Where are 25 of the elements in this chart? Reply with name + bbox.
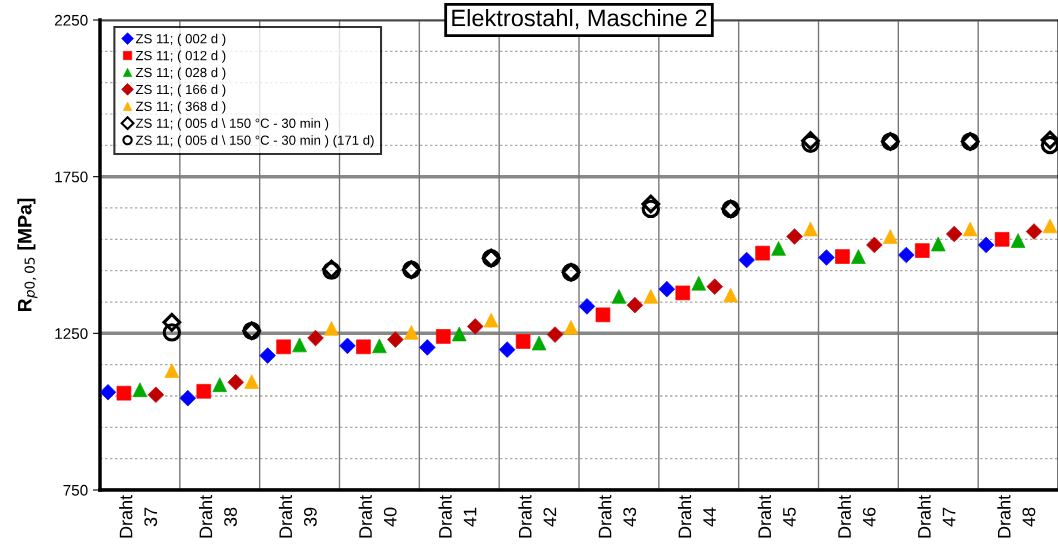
x-tick-label: Draht 37 <box>119 494 158 538</box>
x-tick-label: Draht 42 <box>518 494 557 538</box>
y-tick-label: 1250 <box>55 328 88 340</box>
x-tick-label: Draht 43 <box>598 494 637 538</box>
x-tick-label: Draht 45 <box>757 494 796 538</box>
legend-label: ZS 11; ( 368 d ) <box>135 101 226 114</box>
legend-label: ZS 11; ( 005 d \ 150 °C - 30 min ) (171 d) <box>135 135 374 148</box>
y-axis-title: R$_{p0,05}$ [MPa] <box>17 198 38 312</box>
legend-label: ZS 11; ( 002 d ) <box>135 33 226 46</box>
x-tick-label: Draht 39 <box>278 494 317 538</box>
x-tick-label: Draht 41 <box>438 494 477 538</box>
x-tick-label: Draht 38 <box>198 494 237 538</box>
legend-label: ZS 11; ( 028 d ) <box>135 67 226 80</box>
y-tick-label: 1750 <box>55 171 88 183</box>
x-tick-label: Draht 47 <box>917 494 956 538</box>
x-tick-label: Draht 46 <box>837 494 876 538</box>
y-tick-label: 750 <box>63 484 88 496</box>
x-tick-label: Draht 40 <box>358 494 397 538</box>
legend-label: ZS 11; ( 005 d \ 150 °C - 30 min ) <box>135 118 329 131</box>
chart-title: Elektrostahl, Maschine 2 <box>452 9 707 30</box>
legend-label: ZS 11; ( 012 d ) <box>135 50 226 63</box>
x-tick-label: Draht 44 <box>677 494 716 538</box>
x-tick-label: Draht 48 <box>997 494 1036 538</box>
legend-label: ZS 11; ( 166 d ) <box>135 84 226 97</box>
y-tick-label: 2250 <box>54 14 88 26</box>
